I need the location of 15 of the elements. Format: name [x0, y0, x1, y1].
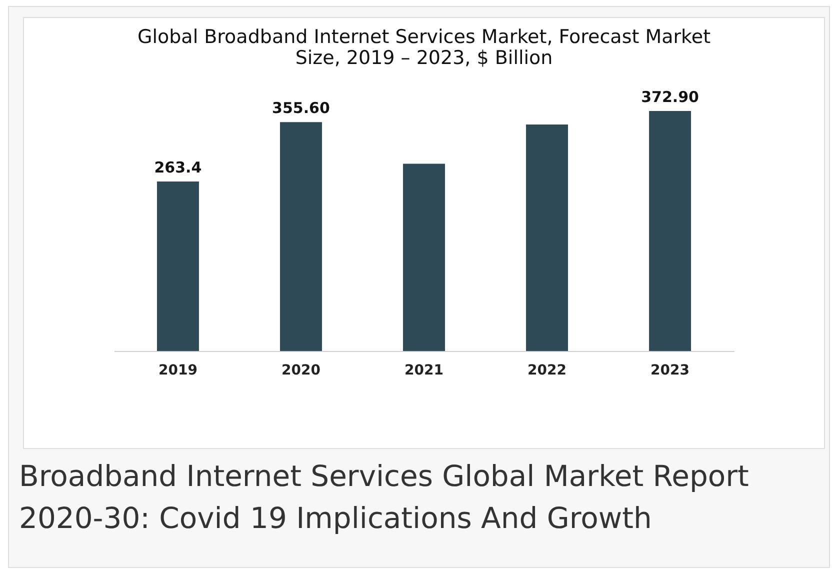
data-label: 263.4: [154, 158, 202, 176]
chart-title: Global Broadband Internet Services Market, Forecast Market Size, 2019 – 2023, $ Billion: [137, 26, 711, 69]
data-label: 372.90: [641, 88, 699, 106]
bar: [280, 122, 322, 351]
x-tick-label: 2019: [158, 362, 198, 378]
data-label: 355.60: [272, 99, 330, 118]
x-tick-label: 2021: [404, 362, 444, 378]
bar: [156, 181, 199, 351]
text: Broadband Internet Services Global Market Report 2020-30: Covid 19 Implications And Growth: [19, 458, 750, 537]
x-tick-label: 2022: [528, 362, 566, 378]
x-tick-label: 2023: [650, 362, 690, 378]
bar: [649, 111, 692, 351]
bar: [526, 124, 568, 351]
bar: [403, 164, 445, 351]
x-tick-label: 2020: [282, 362, 321, 378]
